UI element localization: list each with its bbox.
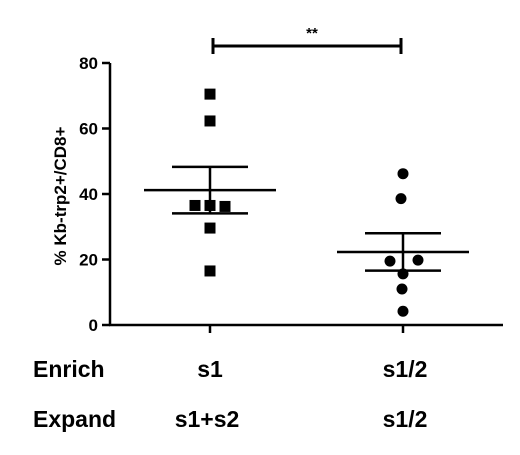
significance-label: ** (306, 25, 318, 42)
expand-group-2-label: s1/2 (382, 406, 428, 432)
data-point-g2-3 (412, 254, 424, 266)
y-tick-label-3: 60 (79, 120, 98, 139)
row-label-expand: Expand (33, 406, 117, 432)
chart-marks: ** (144, 25, 469, 317)
data-point-g1-7 (204, 265, 216, 277)
y-tick-label-2: 40 (79, 185, 98, 204)
data-point-g1-1 (204, 88, 216, 100)
y-tick-label-0: 0 (89, 316, 98, 335)
data-point-g1-6 (204, 222, 216, 234)
enrich-group-2-label: s1/2 (382, 356, 428, 382)
data-point-g2-7 (397, 305, 409, 317)
y-tick-label-4: 80 (79, 54, 98, 73)
expand-group-1-label: s1+s2 (174, 406, 240, 432)
data-point-g1-2 (204, 115, 216, 127)
data-point-g2-2 (395, 193, 407, 205)
data-point-g1-5 (219, 200, 231, 212)
axes: 0 20 40 60 80 % Kb-trp2+/CD8+ (51, 54, 503, 335)
data-point-g1-3 (189, 199, 201, 211)
data-point-g2-1 (397, 168, 409, 180)
y-axis-label: % Kb-trp2+/CD8+ (51, 127, 70, 266)
row-label-enrich: Enrich (33, 356, 105, 382)
enrich-group-1-label: s1 (197, 356, 223, 382)
data-point-g2-4 (384, 255, 396, 267)
data-point-g2-6 (396, 283, 408, 295)
y-tick-label-1: 20 (79, 251, 98, 270)
